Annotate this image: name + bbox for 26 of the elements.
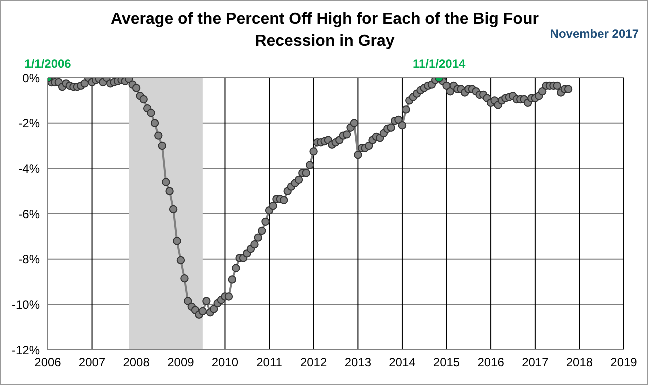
x-tick-label: 2009 [168,356,195,370]
x-tick-label: 2012 [300,356,328,370]
x-tick-label: 2007 [78,356,106,370]
chart-title: Average of the Percent Off High for Each of the Big Four [111,11,539,28]
annotation: 1/1/2006 [24,57,72,71]
x-tick-label: 2014 [389,356,416,370]
x-tick-label: 2018 [566,356,594,370]
x-tick-label: 2015 [433,356,460,370]
x-tick-label: 2008 [123,356,150,370]
x-tick-label: 2019 [610,356,638,370]
x-tick-label: 2006 [34,356,62,370]
chart-subtitle: Recession in Gray [255,33,395,50]
y-tick-label: -8% [18,252,40,267]
y-tick-label: -2% [18,116,40,131]
y-tick-label: -12% [12,343,40,358]
x-tick-label: 2010 [212,356,239,370]
x-tick-label: 2011 [256,356,283,370]
y-tick-label: -6% [18,207,40,222]
y-tick-label: -10% [12,298,40,312]
y-tick-label: -4% [18,162,40,176]
x-tick-label: 2016 [478,356,505,370]
annotation: 11/1/2014 [412,57,466,71]
text: November 2017 [550,27,639,41]
x-tick-label: 2013 [344,356,372,370]
y-tick-label: 0% [22,71,40,86]
x-tick-label: 2017 [522,356,550,370]
